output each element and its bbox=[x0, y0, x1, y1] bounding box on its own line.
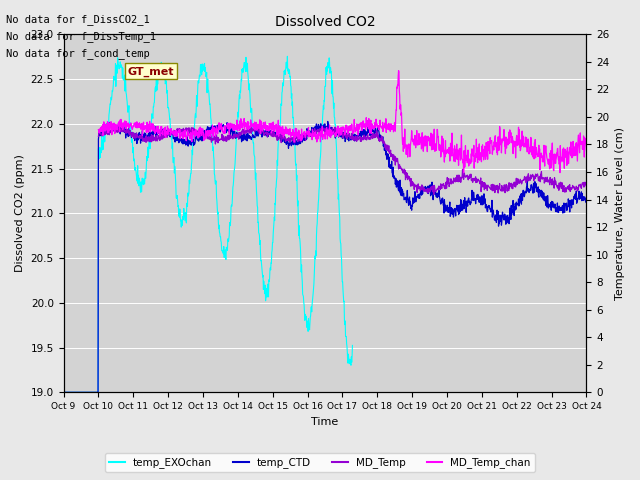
X-axis label: Time: Time bbox=[312, 417, 339, 427]
Title: Dissolved CO2: Dissolved CO2 bbox=[275, 15, 375, 29]
Text: No data for f_cond_temp: No data for f_cond_temp bbox=[6, 48, 150, 59]
MD_Temp_chan bbox=[582, 148, 590, 154]
Line: temp_CTD: temp_CTD bbox=[63, 121, 586, 392]
temp_CTD bbox=[406, 198, 414, 204]
Text: No data for f_DissTemp_1: No data for f_DissTemp_1 bbox=[6, 31, 156, 42]
temp_CTD bbox=[521, 192, 529, 198]
temp_EXOchan bbox=[163, 88, 171, 94]
Legend: temp_EXOchan, temp_CTD, MD_Temp, MD_Temp_chan: temp_EXOchan, temp_CTD, MD_Temp, MD_Temp… bbox=[105, 453, 535, 472]
MD_Temp bbox=[163, 134, 171, 140]
temp_EXOchan bbox=[60, 389, 67, 395]
MD_Temp_chan bbox=[176, 127, 184, 132]
temp_CTD bbox=[324, 119, 332, 124]
Line: temp_EXOchan: temp_EXOchan bbox=[63, 56, 353, 392]
MD_Temp bbox=[474, 176, 482, 182]
temp_CTD bbox=[60, 389, 67, 395]
Y-axis label: Temperature, Water Level (cm): Temperature, Water Level (cm) bbox=[615, 127, 625, 300]
MD_Temp_chan bbox=[163, 129, 171, 134]
Y-axis label: Dissolved CO2 (ppm): Dissolved CO2 (ppm) bbox=[15, 155, 25, 272]
Line: MD_Temp_chan: MD_Temp_chan bbox=[99, 71, 586, 173]
MD_Temp bbox=[176, 130, 184, 135]
Text: GT_met: GT_met bbox=[128, 66, 175, 76]
MD_Temp bbox=[582, 183, 590, 189]
MD_Temp bbox=[520, 175, 528, 180]
MD_Temp bbox=[234, 132, 242, 138]
temp_EXOchan bbox=[176, 206, 184, 212]
Text: No data for f_DissCO2_1: No data for f_DissCO2_1 bbox=[6, 14, 150, 25]
MD_Temp_chan bbox=[234, 125, 242, 131]
temp_CTD bbox=[234, 133, 242, 139]
MD_Temp_chan bbox=[520, 141, 528, 146]
MD_Temp_chan bbox=[406, 154, 413, 159]
temp_CTD bbox=[163, 127, 171, 133]
MD_Temp_chan bbox=[474, 144, 482, 150]
temp_CTD bbox=[475, 196, 483, 202]
temp_CTD bbox=[176, 134, 184, 140]
MD_Temp bbox=[406, 178, 413, 184]
temp_EXOchan bbox=[234, 114, 242, 120]
Line: MD_Temp: MD_Temp bbox=[99, 126, 586, 194]
temp_CTD bbox=[582, 195, 590, 201]
